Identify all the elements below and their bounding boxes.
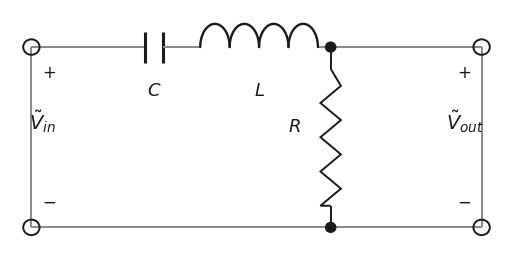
- Text: $-$: $-$: [457, 193, 471, 211]
- Ellipse shape: [326, 222, 336, 232]
- Text: +: +: [43, 64, 56, 82]
- Text: +: +: [457, 64, 470, 82]
- Text: $L$: $L$: [253, 82, 265, 100]
- Text: $R$: $R$: [288, 118, 301, 136]
- Text: $\tilde{V}_{in}$: $\tilde{V}_{in}$: [29, 109, 56, 135]
- Ellipse shape: [326, 42, 336, 52]
- Text: $C$: $C$: [147, 82, 162, 100]
- Text: $\tilde{V}_{out}$: $\tilde{V}_{out}$: [446, 109, 484, 135]
- Text: $-$: $-$: [42, 193, 56, 211]
